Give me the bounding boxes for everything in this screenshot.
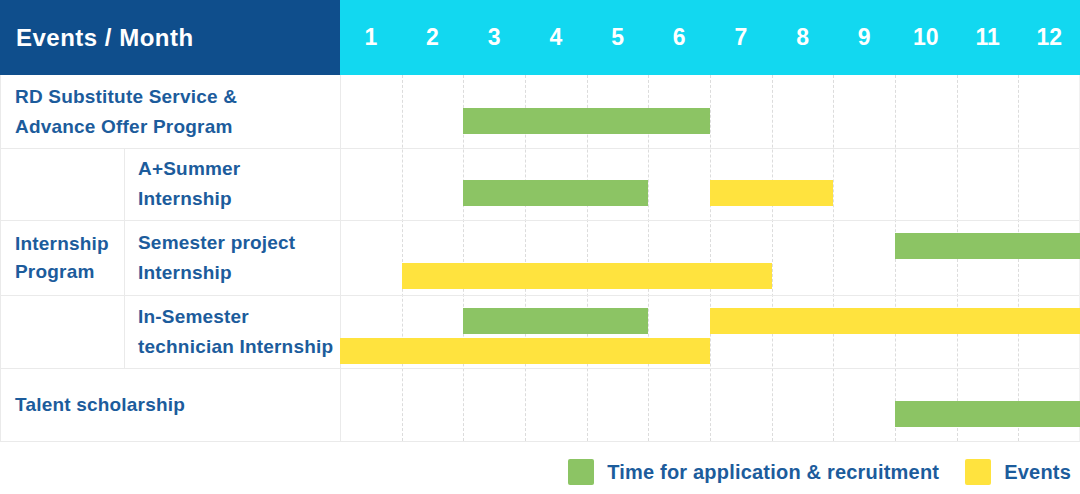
gantt-schedule-chart: Events / Month 123456789101112 Time for … [0, 0, 1080, 494]
row-label-line: Talent scholarship [15, 390, 340, 420]
gantt-bar-recruitment-talent-scholarship [895, 401, 1080, 427]
gantt-bar-event-semester-project-internship [402, 263, 772, 289]
legend-swatch-recruitment [568, 459, 594, 485]
row-label-in-semester-technician-internship: In-Semestertechnician Internship [124, 295, 340, 368]
month-header-4: 4 [525, 0, 587, 75]
gantt-bar-event-in-semester-technician-internship [340, 338, 710, 364]
month-header-12: 12 [1018, 0, 1080, 75]
month-divider-line [772, 75, 773, 441]
month-header-1: 1 [340, 0, 402, 75]
row-label-line: RD Substitute Service & [15, 82, 340, 112]
month-divider-line [833, 75, 834, 441]
events-month-header-label: Events / Month [16, 24, 194, 52]
row-label-semester-project-internship: Semester projectInternship [124, 220, 340, 295]
legend: Time for application & recruitment Events [568, 449, 1071, 494]
gantt-bar-event-in-semester-technician-internship [710, 308, 1080, 334]
group-label-line: Internship [15, 230, 124, 258]
row-label-line: technician Internship [138, 332, 340, 362]
month-header-10: 10 [895, 0, 957, 75]
month-header-7: 7 [710, 0, 772, 75]
row-border-line [0, 441, 1080, 442]
month-header-row: 123456789101112 [340, 0, 1080, 75]
legend-item-recruitment: Time for application & recruitment [568, 459, 939, 485]
month-header-6: 6 [648, 0, 710, 75]
legend-label-event: Events [1004, 461, 1071, 484]
month-header-2: 2 [402, 0, 464, 75]
row-label-a-summer-internship: A+SummerInternship [124, 148, 340, 220]
row-label-line: Semester project [138, 228, 340, 258]
events-month-header-cell: Events / Month [0, 0, 340, 75]
row-label-line: Internship [138, 184, 340, 214]
row-label-line: A+Summer [138, 154, 340, 184]
group-label-internship-program: InternshipProgram [0, 148, 124, 368]
month-header-11: 11 [957, 0, 1019, 75]
row-label-line: In-Semester [138, 302, 340, 332]
legend-label-recruitment: Time for application & recruitment [607, 461, 939, 484]
row-label-line: Internship [138, 258, 340, 288]
gantt-bar-recruitment-in-semester-technician-internship [463, 308, 648, 334]
group-label-line: Program [15, 258, 124, 286]
gantt-bar-recruitment-rd-substitute-service-advance-offer-program [463, 108, 710, 134]
row-label-rd-substitute-service-advance-offer-program: RD Substitute Service &Advance Offer Pro… [0, 75, 340, 148]
month-header-5: 5 [587, 0, 649, 75]
legend-item-event: Events [965, 459, 1071, 485]
label-grid-divider [340, 75, 341, 441]
row-label-talent-scholarship: Talent scholarship [0, 368, 340, 441]
month-header-8: 8 [772, 0, 834, 75]
gantt-bar-recruitment-a-summer-internship [463, 180, 648, 206]
month-header-9: 9 [833, 0, 895, 75]
row-label-line: Advance Offer Program [15, 112, 340, 142]
gantt-bar-event-a-summer-internship [710, 180, 833, 206]
group-sublabel-divider [124, 148, 125, 368]
gantt-bar-recruitment-semester-project-internship [895, 233, 1080, 259]
month-divider-line [710, 75, 711, 441]
month-header-3: 3 [463, 0, 525, 75]
legend-swatch-event [965, 459, 991, 485]
month-divider-line [402, 75, 403, 441]
